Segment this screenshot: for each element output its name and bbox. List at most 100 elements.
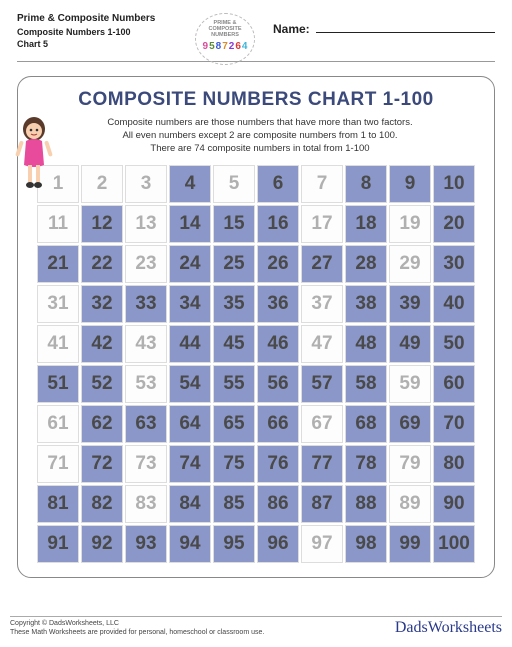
composite-cell: 48 (345, 325, 387, 363)
composite-cell: 88 (345, 485, 387, 523)
header-left: Prime & Composite Numbers Composite Numb… (17, 13, 187, 49)
composite-cell: 57 (301, 365, 343, 403)
prime-or-unit-cell: 79 (389, 445, 431, 483)
prime-or-unit-cell: 7 (301, 165, 343, 203)
composite-cell: 82 (81, 485, 123, 523)
prime-or-unit-cell: 43 (125, 325, 167, 363)
composite-cell: 98 (345, 525, 387, 563)
composite-cell: 30 (433, 245, 475, 283)
composite-cell: 87 (301, 485, 343, 523)
main-block: COMPOSITE NUMBERS CHART 1-100 Composite … (17, 76, 495, 578)
name-input-line[interactable] (316, 19, 495, 33)
prime-or-unit-cell: 67 (301, 405, 343, 443)
composite-cell: 90 (433, 485, 475, 523)
composite-cell: 58 (345, 365, 387, 403)
badge-digit: 4 (242, 41, 248, 52)
composite-cell: 24 (169, 245, 211, 283)
composite-cell: 35 (213, 285, 255, 323)
composite-cell: 22 (81, 245, 123, 283)
composite-cell: 18 (345, 205, 387, 243)
composite-cell: 99 (389, 525, 431, 563)
composite-cell: 28 (345, 245, 387, 283)
name-label: Name: (273, 22, 310, 36)
footer: Copyright © DadsWorksheets, LLC These Ma… (10, 616, 502, 637)
composite-cell: 85 (213, 485, 255, 523)
prime-or-unit-cell: 83 (125, 485, 167, 523)
prime-or-unit-cell: 3 (125, 165, 167, 203)
header-divider (17, 61, 495, 62)
prime-or-unit-cell: 97 (301, 525, 343, 563)
composite-cell: 69 (389, 405, 431, 443)
composite-cell: 46 (257, 325, 299, 363)
composite-cell: 66 (257, 405, 299, 443)
composite-cell: 36 (257, 285, 299, 323)
composite-cell: 54 (169, 365, 211, 403)
composite-cell: 49 (389, 325, 431, 363)
composite-cell: 56 (257, 365, 299, 403)
composite-cell: 60 (433, 365, 475, 403)
prime-or-unit-cell: 53 (125, 365, 167, 403)
badge-digits: 9587264 (203, 41, 248, 52)
composite-cell: 81 (37, 485, 79, 523)
prime-or-unit-cell: 5 (213, 165, 255, 203)
composite-cell: 12 (81, 205, 123, 243)
composite-cell: 62 (81, 405, 123, 443)
composite-cell: 34 (169, 285, 211, 323)
prime-or-unit-cell: 17 (301, 205, 343, 243)
composite-cell: 65 (213, 405, 255, 443)
composite-cell: 93 (125, 525, 167, 563)
composite-cell: 21 (37, 245, 79, 283)
header-right: Name: (263, 13, 495, 36)
prime-or-unit-cell: 37 (301, 285, 343, 323)
prime-or-unit-cell: 61 (37, 405, 79, 443)
composite-cell: 52 (81, 365, 123, 403)
composite-cell: 14 (169, 205, 211, 243)
composite-cell: 74 (169, 445, 211, 483)
composite-cell: 16 (257, 205, 299, 243)
composite-cell: 20 (433, 205, 475, 243)
composite-cell: 8 (345, 165, 387, 203)
composite-cell: 27 (301, 245, 343, 283)
composite-cell: 78 (345, 445, 387, 483)
composite-cell: 15 (213, 205, 255, 243)
composite-cell: 68 (345, 405, 387, 443)
composite-cell: 84 (169, 485, 211, 523)
composite-cell: 70 (433, 405, 475, 443)
logo-badge: PRIME & COMPOSITE NUMBERS 9587264 (195, 13, 255, 65)
worksheet-page: Prime & Composite Numbers Composite Numb… (7, 7, 505, 633)
composite-cell: 91 (37, 525, 79, 563)
prime-or-unit-cell: 31 (37, 285, 79, 323)
composite-cell: 95 (213, 525, 255, 563)
copyright-line: Copyright © DadsWorksheets, LLC (10, 620, 264, 628)
badge-digit: 5 (209, 41, 215, 52)
composite-cell: 42 (81, 325, 123, 363)
prime-or-unit-cell: 47 (301, 325, 343, 363)
prime-or-unit-cell: 11 (37, 205, 79, 243)
composite-cell: 80 (433, 445, 475, 483)
girl-illustration-icon (14, 113, 54, 191)
composite-cell: 50 (433, 325, 475, 363)
composite-cell: 94 (169, 525, 211, 563)
prime-or-unit-cell: 89 (389, 485, 431, 523)
composite-cell: 72 (81, 445, 123, 483)
composite-cell: 26 (257, 245, 299, 283)
composite-cell: 10 (433, 165, 475, 203)
composite-cell: 4 (169, 165, 211, 203)
composite-cell: 64 (169, 405, 211, 443)
prime-or-unit-cell: 19 (389, 205, 431, 243)
badge-digit: 2 (229, 41, 235, 52)
composite-cell: 38 (345, 285, 387, 323)
composite-cell: 33 (125, 285, 167, 323)
prime-or-unit-cell: 29 (389, 245, 431, 283)
composite-cell: 100 (433, 525, 475, 563)
prime-or-unit-cell: 2 (81, 165, 123, 203)
desc-line: All even numbers except 2 are composite … (66, 130, 454, 143)
composite-cell: 86 (257, 485, 299, 523)
copyright: Copyright © DadsWorksheets, LLC These Ma… (10, 620, 264, 637)
composite-cell: 45 (213, 325, 255, 363)
composite-cell: 96 (257, 525, 299, 563)
prime-or-unit-cell: 23 (125, 245, 167, 283)
composite-cell: 25 (213, 245, 255, 283)
composite-cell: 92 (81, 525, 123, 563)
number-grid: 1234567891011121314151617181920212223242… (37, 165, 475, 563)
